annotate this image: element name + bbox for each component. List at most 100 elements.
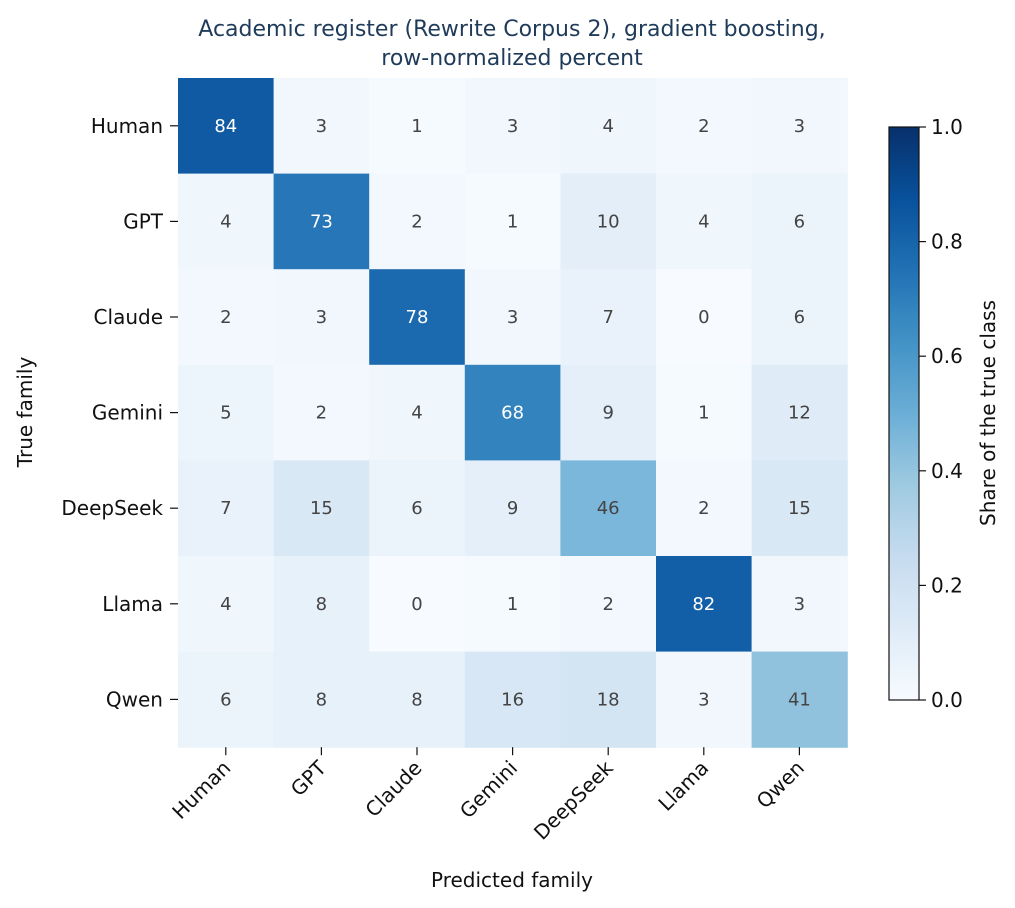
y-tick-label: Claude: [94, 305, 163, 329]
heatmap-cell-value: 78: [406, 307, 429, 328]
heatmap-cell-value: 3: [698, 689, 709, 710]
x-tick-label: Claude: [360, 756, 426, 822]
heatmap-cell: [273, 364, 370, 461]
colorbar: 0.0 0.2 0.4 0.6 0.8 1.0 Share of the true cla…: [888, 115, 1000, 712]
heatmap-cell-value: 2: [220, 307, 231, 328]
heatmap-cell-value: 5: [220, 403, 231, 424]
y-tick-label: Qwen: [106, 687, 163, 711]
heatmap-cell-value: 46: [597, 498, 620, 519]
heatmap-cell-value: 3: [507, 116, 518, 137]
heatmap-cell: [178, 364, 275, 461]
heatmap-cell-value: 4: [411, 403, 422, 424]
heatmap-cell: [273, 556, 370, 653]
heatmap-cell: [656, 173, 753, 270]
y-tick-label: Llama: [102, 592, 163, 616]
heatmap-cell-value: 15: [788, 498, 811, 519]
heatmap-cell: [751, 78, 848, 175]
heatmap-cell: [751, 651, 848, 748]
heatmap-cell: [273, 173, 370, 270]
colorbar-tick-label: 0.0: [931, 688, 963, 712]
heatmap-cell-value: 9: [507, 498, 518, 519]
chart-title-line-1: Academic register (Rewrite Corpus 2), gr…: [198, 17, 825, 42]
heatmap-cell: [656, 364, 753, 461]
heatmap-cell-value: 8: [316, 594, 327, 615]
heatmap-cell-value: 68: [501, 403, 524, 424]
heatmap-cell: [464, 173, 561, 270]
heatmap-cell-value: 3: [507, 307, 518, 328]
heatmap-cell-value: 2: [316, 403, 327, 424]
colorbar-tick-label: 0.6: [931, 344, 963, 368]
heatmap-cell: [464, 78, 561, 175]
colorbar-label: Share of the true class: [976, 300, 1000, 526]
heatmap-cell: [751, 173, 848, 270]
heatmap-cell-value: 7: [220, 498, 231, 519]
heatmap-cell: [656, 651, 753, 748]
heatmap-cell: [464, 651, 561, 748]
x-tick-label: GPT: [286, 755, 332, 801]
heatmap-cell-value: 1: [507, 594, 518, 615]
heatmap-cell-labels: 84 3 1 3 4 2 34 73 2 1 10 4 62 3 78 3 7 0 65 2 4 68 9 1 127 15 6 9 4…: [214, 116, 811, 711]
heatmap-cell-value: 2: [602, 594, 613, 615]
heatmap-cell-value: 6: [794, 211, 805, 232]
colorbar-tick-label: 0.2: [931, 573, 963, 597]
x-axis-ticks: Human GPT Claude Gemini DeepSeek Llama Qwen: [167, 747, 809, 845]
y-axis-ticks: Human GPT Claude Gemini DeepSeek Llama Qwen: [61, 114, 178, 711]
y-tick-label: GPT: [123, 209, 164, 233]
heatmap-cell: [369, 651, 466, 748]
heatmap-cell: [560, 173, 657, 270]
heatmap-cell-value: 4: [698, 211, 709, 232]
heatmap-cell: [178, 269, 275, 366]
heatmap-cell: [178, 460, 275, 557]
heatmap-cell: [560, 269, 657, 366]
y-axis-label: True family: [13, 357, 37, 469]
colorbar-tick-label: 1.0: [931, 115, 963, 139]
x-tick-label: Human: [167, 756, 235, 824]
heatmap-cell-value: 3: [794, 116, 805, 137]
heatmap-cell-value: 9: [602, 403, 613, 424]
colorbar-tick-label: 0.4: [931, 459, 963, 483]
heatmap-cell: [369, 364, 466, 461]
heatmap-cell: [751, 269, 848, 366]
x-tick-label: DeepSeek: [529, 755, 618, 844]
x-tick-label: Qwen: [752, 756, 809, 813]
heatmap-cell: [751, 460, 848, 557]
heatmap-cell: [178, 556, 275, 653]
chart-title-line-2: row-normalized percent: [381, 46, 643, 71]
heatmap-cell-value: 15: [310, 498, 333, 519]
heatmap-cell-value: 0: [411, 594, 422, 615]
heatmap-cell-value: 8: [316, 689, 327, 710]
heatmap-cell: [369, 556, 466, 653]
heatmap-cell: [273, 78, 370, 175]
heatmap-cell-value: 3: [316, 116, 327, 137]
heatmap-cell-value: 10: [597, 211, 620, 232]
heatmap-cell: [369, 173, 466, 270]
heatmap-cell-value: 2: [698, 498, 709, 519]
colorbar-tick-label: 0.8: [931, 230, 963, 254]
x-tick-label: Llama: [653, 756, 713, 816]
heatmap-cell-value: 16: [501, 689, 524, 710]
heatmap-cell-value: 4: [220, 211, 231, 232]
heatmap-cell: [273, 651, 370, 748]
heatmap-cell-value: 4: [602, 116, 613, 137]
heatmap-cell: [560, 651, 657, 748]
heatmap-cell-value: 6: [794, 307, 805, 328]
heatmap-cell-value: 6: [220, 689, 231, 710]
heatmap-cell: [560, 460, 657, 557]
heatmap-cell: [464, 364, 561, 461]
heatmap-cell-value: 82: [692, 594, 715, 615]
heatmap-cell: [560, 78, 657, 175]
heatmap-cell: [178, 651, 275, 748]
heatmap-cell: [464, 556, 561, 653]
heatmap-cells: [178, 78, 848, 748]
heatmap-cell: [656, 556, 753, 653]
heatmap-cell-value: 3: [794, 594, 805, 615]
heatmap-cell-value: 73: [310, 211, 333, 232]
heatmap-cell: [656, 460, 753, 557]
heatmap-cell-value: 0: [698, 307, 709, 328]
heatmap-cell: [273, 460, 370, 557]
heatmap-cell: [464, 460, 561, 557]
colorbar-ticks: 0.0 0.2 0.4 0.6 0.8 1.0: [919, 115, 963, 712]
x-axis-label: Predicted family: [431, 868, 593, 892]
heatmap-cell-value: 8: [411, 689, 422, 710]
